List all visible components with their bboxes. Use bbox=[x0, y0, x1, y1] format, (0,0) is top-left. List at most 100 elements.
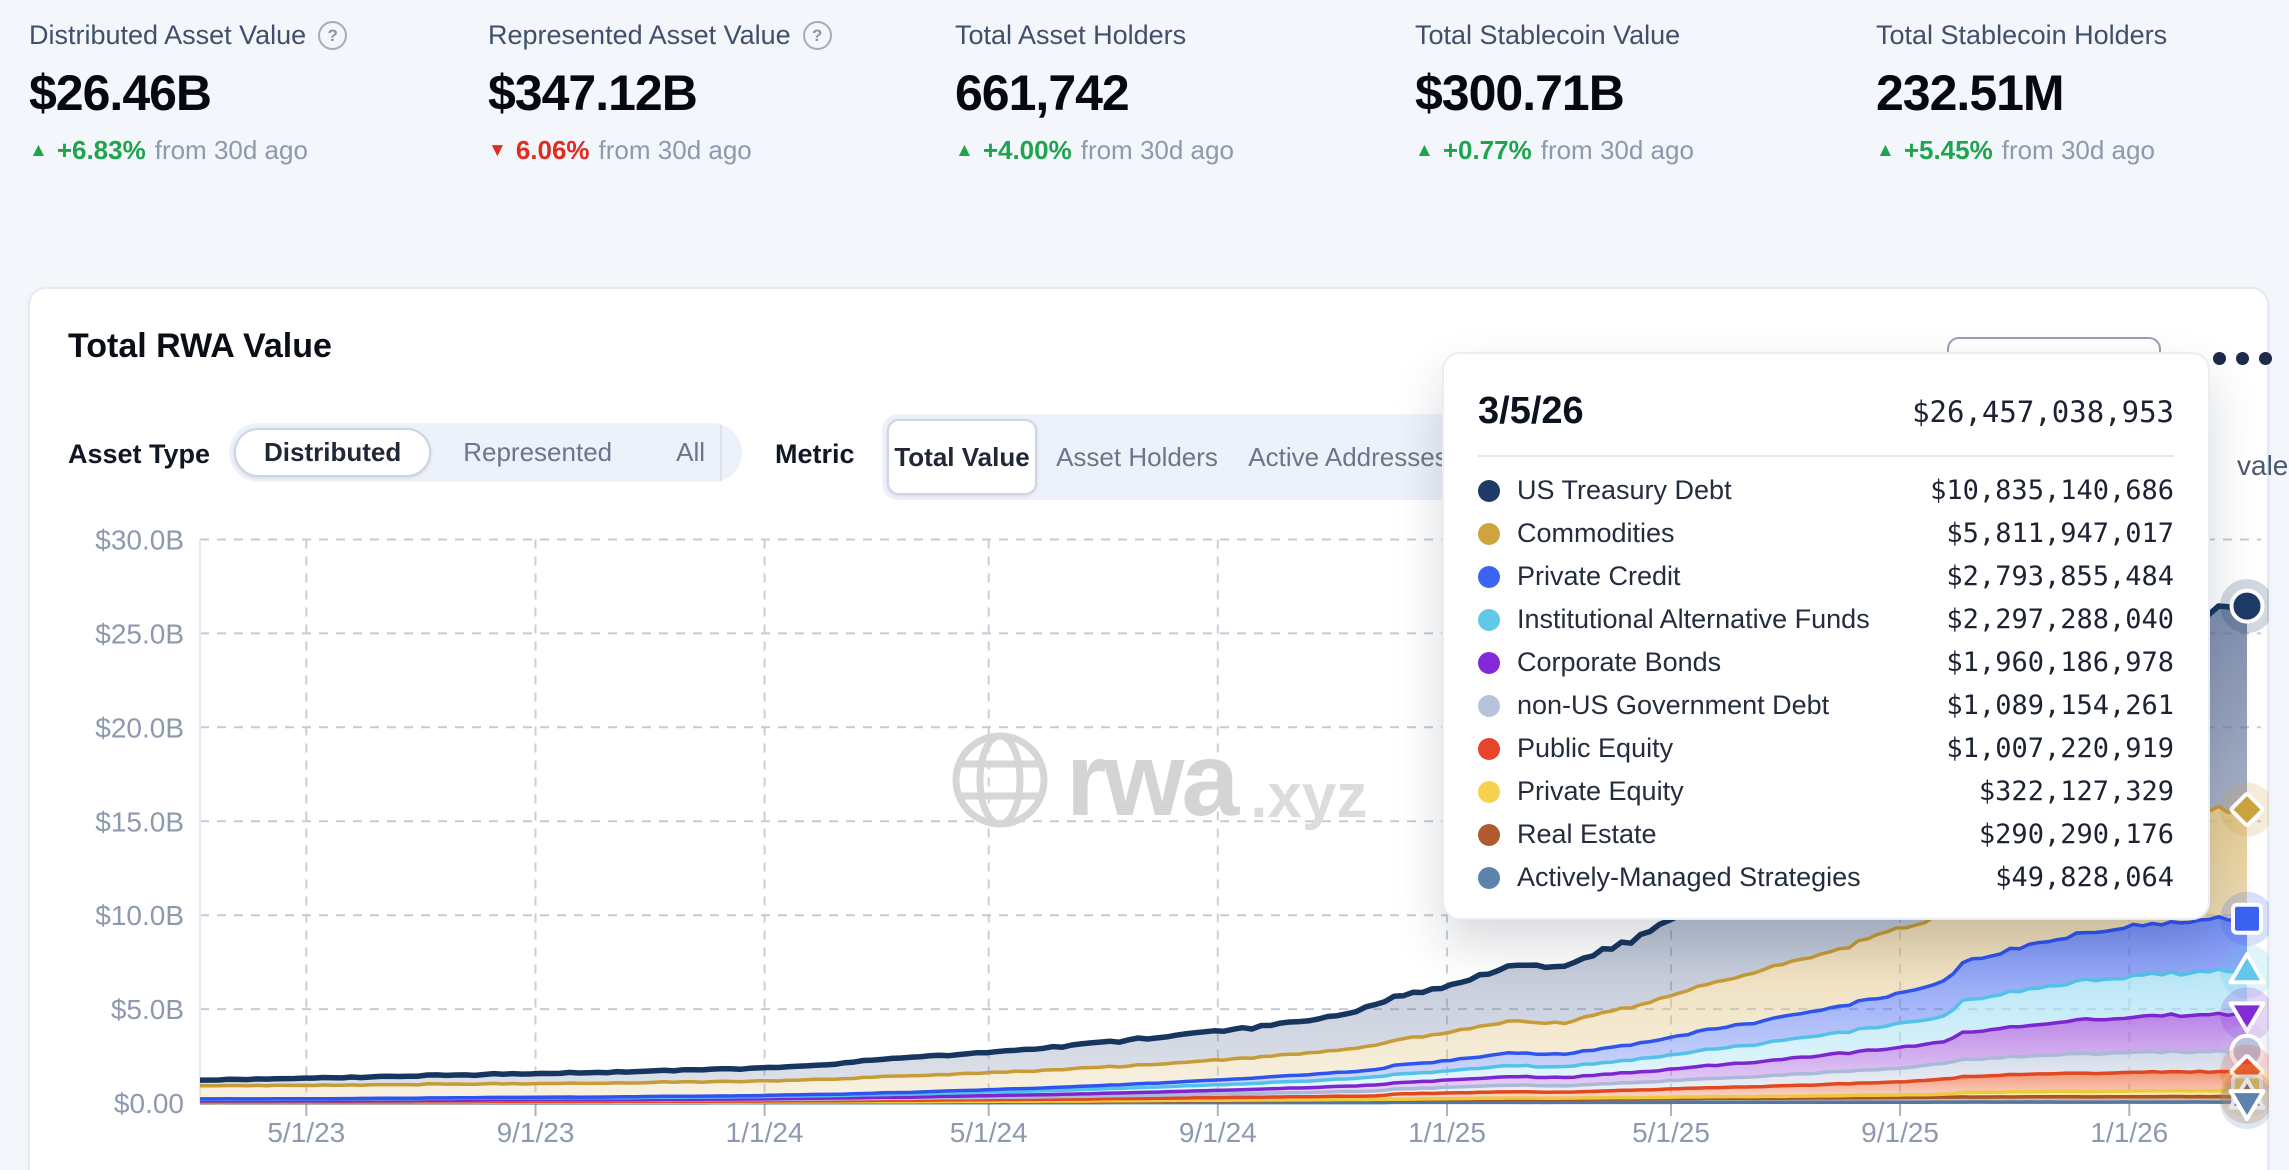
metric-segmented-control: Total Value Asset Holders Active Addresses bbox=[882, 414, 1464, 500]
legend-dot-icon bbox=[1478, 866, 1500, 889]
asset-type-option-distributed[interactable]: Distributed bbox=[234, 428, 432, 477]
svg-text:$25.0B: $25.0B bbox=[95, 618, 184, 649]
tooltip-row-label: Commodities bbox=[1517, 518, 1675, 548]
legend-dot-icon bbox=[1478, 823, 1500, 846]
stat-delta-percent: +6.83% bbox=[56, 135, 146, 165]
tooltip-row-label: non-US Government Debt bbox=[1517, 690, 1830, 720]
tooltip-rows: US Treasury Debt $10,835,140,686 Commoditi… bbox=[1478, 469, 2174, 899]
stat-label: Total Asset Holders bbox=[955, 20, 1187, 50]
svg-text:$15.0B: $15.0B bbox=[95, 806, 184, 837]
tooltip-row: non-US Government Debt $1,089,154,261 bbox=[1478, 684, 2174, 727]
ellipsis-menu-icon[interactable] bbox=[2213, 352, 2272, 365]
legend-dot-icon bbox=[1478, 479, 1500, 502]
asset-type-segmented-control: Distributed Represented All bbox=[229, 423, 743, 482]
series-area-8 bbox=[200, 806, 2247, 1099]
metric-option-asset-holders[interactable]: Asset Holders bbox=[1037, 419, 1237, 495]
tooltip-row: Private Credit $2,793,855,484 bbox=[1478, 555, 2174, 598]
stat-value: $26.46B bbox=[29, 65, 212, 121]
tooltip-total-value: $26,457,038,953 bbox=[1912, 394, 2174, 429]
tooltip-row-value: $5,811,947,017 bbox=[1946, 518, 2174, 549]
stat-delta-suffix: from 30d ago bbox=[598, 135, 752, 165]
svg-text:$0.00: $0.00 bbox=[114, 1088, 184, 1119]
trend-up-icon: ▲ bbox=[955, 140, 974, 161]
tooltip-row-value: $49,828,064 bbox=[1995, 862, 2174, 893]
chart-end-markers bbox=[2220, 579, 2269, 1130]
help-icon[interactable]: ? bbox=[318, 21, 348, 50]
controls-divider bbox=[720, 425, 722, 481]
svg-text:5/1/23: 5/1/23 bbox=[267, 1117, 345, 1148]
legend-dot-icon bbox=[1478, 522, 1500, 545]
svg-text:$10.0B: $10.0B bbox=[95, 900, 184, 931]
stat-delta: ▲ +6.83% from 30d ago bbox=[29, 135, 347, 166]
stat-delta-suffix: from 30d ago bbox=[1540, 135, 1694, 165]
stat-card: Total Asset Holders 661,742 ▲ +4.00% from 30… bbox=[955, 20, 1234, 166]
svg-text:1/1/24: 1/1/24 bbox=[726, 1117, 804, 1148]
legend-dot-icon bbox=[1478, 608, 1500, 631]
stat-delta-suffix: from 30d ago bbox=[1080, 135, 1234, 165]
trend-up-icon: ▲ bbox=[1876, 140, 1895, 161]
tooltip-row-value: $10,835,140,686 bbox=[1930, 475, 2174, 506]
trend-up-icon: ▲ bbox=[29, 140, 48, 161]
stat-card: Total Stablecoin Holders 232.51M ▲ +5.45% fr… bbox=[1876, 20, 2167, 166]
stat-card: Represented Asset Value? $347.12B ▼ 6.06% fr… bbox=[488, 20, 832, 166]
series-line-7 bbox=[200, 914, 2248, 1101]
tooltip-row-label: Private Credit bbox=[1517, 561, 1681, 591]
trend-up-icon: ▲ bbox=[1415, 140, 1434, 161]
legend-dot-icon bbox=[1478, 780, 1500, 803]
stat-delta-suffix: from 30d ago bbox=[2001, 135, 2155, 165]
stat-label: Represented Asset Value bbox=[488, 20, 791, 50]
svg-text:$5.0B: $5.0B bbox=[111, 994, 184, 1025]
stat-value: 661,742 bbox=[955, 65, 1130, 121]
legend-dot-icon bbox=[1478, 651, 1500, 674]
end-marker-triangle-up-icon bbox=[2228, 952, 2266, 985]
stat-delta: ▲ +4.00% from 30d ago bbox=[955, 135, 1234, 166]
chart-axis-labels: 5/1/23 9/1/23 1/1/24 5/1/24 9/1/24 1/1/25 5/1/… bbox=[95, 525, 2168, 1149]
stat-delta: ▲ +0.77% from 30d ago bbox=[1415, 135, 1694, 166]
svg-text:9/1/23: 9/1/23 bbox=[497, 1117, 575, 1148]
asset-type-label: Asset Type bbox=[68, 439, 211, 469]
metric-option-total-value[interactable]: Total Value bbox=[887, 419, 1037, 495]
stat-delta-percent: 6.06% bbox=[515, 135, 590, 165]
tooltip-row: Public Equity $1,007,220,919 bbox=[1478, 727, 2174, 770]
stat-card: Total Stablecoin Value $300.71B ▲ +0.77% fro… bbox=[1415, 20, 1694, 166]
tooltip-row-label: Institutional Alternative Funds bbox=[1517, 604, 1870, 634]
end-marker-circle-icon bbox=[2229, 588, 2265, 624]
tooltip-row-value: $2,297,288,040 bbox=[1946, 604, 2174, 635]
tooltip-row: Commodities $5,811,947,017 bbox=[1478, 512, 2174, 555]
legend-dot-icon bbox=[1478, 694, 1500, 717]
series-area-3 bbox=[200, 1071, 2247, 1103]
svg-text:$30.0B: $30.0B bbox=[95, 525, 184, 556]
help-icon[interactable]: ? bbox=[802, 21, 832, 50]
stat-delta-suffix: from 30d ago bbox=[154, 135, 308, 165]
series-area-5 bbox=[200, 1013, 2247, 1101]
tooltip-row: Real Estate $290,290,176 bbox=[1478, 813, 2174, 856]
svg-text:1/1/25: 1/1/25 bbox=[1408, 1117, 1486, 1148]
series-area-9 bbox=[200, 606, 2247, 1086]
end-marker-diamond-icon bbox=[2229, 792, 2265, 828]
tooltip-row-label: Public Equity bbox=[1517, 733, 1674, 763]
stat-delta-percent: +5.45% bbox=[1903, 135, 1993, 165]
svg-text:1/1/26: 1/1/26 bbox=[2090, 1117, 2168, 1148]
stat-delta: ▲ +5.45% from 30d ago bbox=[1876, 135, 2167, 166]
rwa-value-stacked-area-chart[interactable]: 5/1/23 9/1/23 1/1/24 5/1/24 9/1/24 1/1/25 5/1/… bbox=[28, 520, 2269, 1170]
stat-delta-percent: +4.00% bbox=[982, 135, 1072, 165]
svg-text:5/1/24: 5/1/24 bbox=[950, 1117, 1028, 1148]
stat-label: Total Stablecoin Holders bbox=[1876, 20, 2168, 50]
stat-value: 232.51M bbox=[1876, 65, 2065, 121]
asset-type-option-represented[interactable]: Represented bbox=[431, 428, 644, 477]
tooltip-row-value: $290,290,176 bbox=[1978, 819, 2174, 850]
tooltip-row-label: Corporate Bonds bbox=[1517, 647, 1722, 677]
svg-text:9/1/25: 9/1/25 bbox=[1861, 1117, 1939, 1148]
tooltip-row-label: US Treasury Debt bbox=[1517, 475, 1732, 505]
trend-down-icon: ▼ bbox=[488, 140, 507, 161]
tooltip-row-value: $1,007,220,919 bbox=[1946, 733, 2174, 764]
metric-option-active-addresses[interactable]: Active Addresses bbox=[1237, 419, 1459, 495]
series-line-8 bbox=[200, 804, 2248, 1088]
asset-type-option-all[interactable]: All bbox=[644, 428, 737, 477]
tooltip-row-value: $2,793,855,484 bbox=[1946, 561, 2174, 592]
stat-delta-percent: +0.77% bbox=[1442, 135, 1532, 165]
tooltip-row-value: $1,089,154,261 bbox=[1946, 690, 2174, 721]
stat-label: Distributed Asset Value bbox=[29, 20, 307, 50]
end-marker-triangle-down-icon bbox=[2228, 1001, 2266, 1034]
